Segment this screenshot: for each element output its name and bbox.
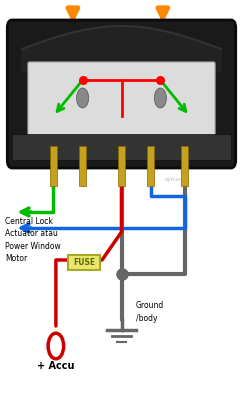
FancyBboxPatch shape: [28, 62, 215, 150]
Bar: [12, 134, 231, 160]
Bar: [50, 146, 57, 186]
Bar: [118, 146, 125, 186]
Bar: [181, 146, 188, 186]
Text: Central Lock
Actuator atau
Power Window
Motor: Central Lock Actuator atau Power Window …: [5, 217, 61, 263]
Text: eytcom: eytcom: [165, 178, 186, 182]
Circle shape: [154, 88, 166, 108]
FancyBboxPatch shape: [7, 20, 236, 168]
Text: Ground
/body: Ground /body: [136, 301, 164, 323]
FancyBboxPatch shape: [68, 255, 100, 270]
Bar: [147, 146, 154, 186]
Circle shape: [77, 88, 89, 108]
Text: FUSE: FUSE: [73, 258, 95, 267]
Bar: [79, 146, 86, 186]
Text: + Accu: + Accu: [37, 361, 75, 371]
Polygon shape: [22, 26, 221, 72]
